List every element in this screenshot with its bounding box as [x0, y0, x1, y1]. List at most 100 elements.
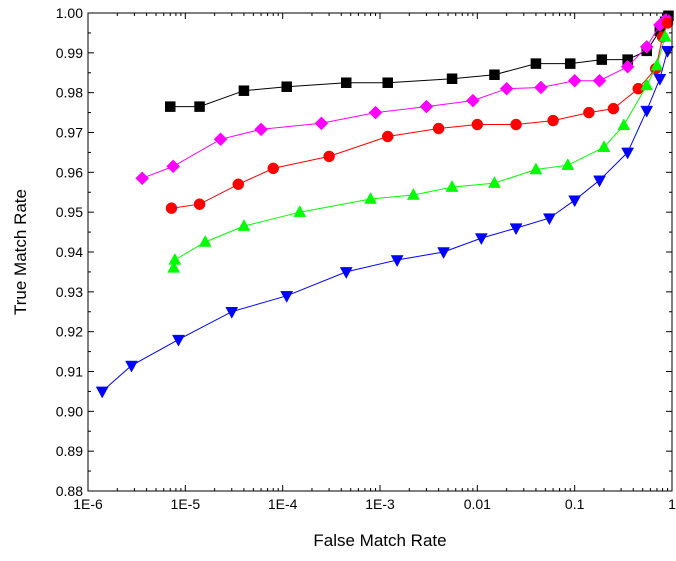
data-point-series-4	[488, 176, 501, 188]
data-point-series-5	[280, 291, 294, 303]
data-point-series-4	[364, 191, 377, 204]
x-tick-label: 0.01	[464, 496, 491, 512]
series-line-5	[101, 50, 668, 392]
data-point-series-4	[406, 188, 420, 200]
data-point-series-5	[653, 73, 667, 86]
data-point-series-1	[446, 73, 458, 84]
x-tick-label: 1E-5	[171, 496, 201, 512]
data-point-series-4	[640, 78, 654, 91]
x-tick-label: 1E-6	[73, 496, 103, 512]
series-2	[135, 12, 674, 186]
data-point-series-2	[166, 159, 181, 174]
data-point-series-5	[172, 334, 185, 347]
data-point-series-5	[621, 147, 635, 160]
y-tick-label: 0.89	[56, 443, 83, 459]
data-point-series-5	[640, 105, 654, 118]
y-tick-label: 0.96	[56, 164, 83, 180]
data-point-series-3	[607, 102, 620, 115]
series-4	[167, 29, 672, 273]
y-tick-label: 0.92	[56, 324, 83, 340]
data-point-series-3	[510, 118, 522, 131]
series-5	[95, 46, 674, 399]
data-point-series-1	[489, 69, 500, 80]
data-point-series-5	[95, 386, 109, 399]
y-tick-label: 0.88	[56, 483, 83, 499]
data-point-series-4	[650, 58, 664, 71]
data-point-series-1	[165, 101, 176, 112]
data-point-series-5	[339, 267, 353, 279]
data-point-series-5	[125, 360, 138, 373]
data-point-series-4	[529, 162, 543, 175]
y-tick-label: 0.98	[56, 85, 83, 101]
data-point-series-2	[499, 81, 514, 96]
data-point-series-1	[564, 58, 576, 69]
data-point-series-4	[445, 180, 459, 192]
data-point-series-3	[432, 122, 445, 135]
data-point-series-5	[474, 233, 488, 246]
data-point-series-3	[661, 17, 674, 29]
series-line-2	[141, 18, 667, 179]
data-point-series-2	[368, 105, 383, 120]
y-tick-label: 1.00	[56, 5, 83, 21]
x-axis-title: False Match Rate	[313, 531, 446, 550]
data-point-series-1	[596, 54, 608, 65]
data-point-series-5	[437, 247, 451, 260]
data-point-series-4	[293, 205, 307, 217]
series-3	[165, 17, 674, 214]
data-point-series-3	[193, 198, 206, 210]
data-point-series-2	[620, 59, 635, 74]
data-point-series-5	[661, 46, 674, 58]
data-point-series-3	[583, 106, 595, 119]
data-point-series-3	[381, 130, 394, 143]
data-point-series-2	[567, 73, 582, 88]
series-line-1	[170, 15, 669, 108]
y-tick-label: 0.95	[56, 204, 83, 220]
data-point-series-3	[547, 114, 559, 127]
x-tick-label: 1E-3	[365, 496, 395, 512]
data-point-series-1	[281, 81, 292, 92]
data-point-series-1	[530, 58, 542, 69]
data-point-series-4	[237, 219, 251, 231]
series-1	[165, 10, 674, 112]
series-line-3	[171, 22, 668, 209]
data-point-series-2	[639, 40, 654, 54]
data-point-series-2	[254, 122, 268, 137]
data-point-series-1	[238, 85, 250, 96]
data-point-series-1	[194, 101, 205, 112]
data-point-series-2	[466, 93, 480, 108]
data-point-series-5	[390, 255, 404, 267]
y-tick-label: 0.99	[56, 45, 83, 61]
data-point-series-2	[213, 132, 228, 147]
x-tick-label: 1E-4	[268, 496, 298, 512]
data-point-series-5	[542, 213, 556, 226]
y-tick-label: 0.94	[56, 244, 83, 260]
series-layer	[95, 10, 674, 399]
data-point-series-3	[165, 202, 178, 214]
y-tick-label: 0.93	[56, 284, 83, 300]
data-point-series-1	[382, 77, 393, 88]
x-tick-label: 0.1	[565, 496, 585, 512]
data-point-series-5	[568, 195, 582, 208]
series-line-4	[173, 36, 666, 268]
data-point-series-3	[471, 118, 484, 131]
y-tick-label: 0.91	[56, 364, 83, 380]
data-point-series-5	[593, 175, 606, 188]
data-point-series-4	[597, 140, 611, 152]
y-tick-label: 0.97	[56, 125, 83, 141]
data-point-series-4	[561, 158, 575, 170]
y-axis-title: True Match Rate	[11, 189, 30, 315]
data-point-series-4	[658, 29, 672, 42]
data-point-series-4	[167, 260, 181, 273]
data-point-series-2	[314, 116, 329, 131]
data-point-series-2	[135, 171, 150, 186]
data-point-series-3	[267, 162, 279, 175]
data-point-series-2	[534, 80, 548, 95]
data-point-series-4	[168, 252, 182, 265]
data-point-series-2	[419, 99, 434, 114]
data-point-series-5	[225, 307, 239, 319]
data-point-series-4	[617, 118, 631, 131]
data-point-series-3	[323, 150, 335, 163]
data-point-series-1	[340, 77, 352, 88]
